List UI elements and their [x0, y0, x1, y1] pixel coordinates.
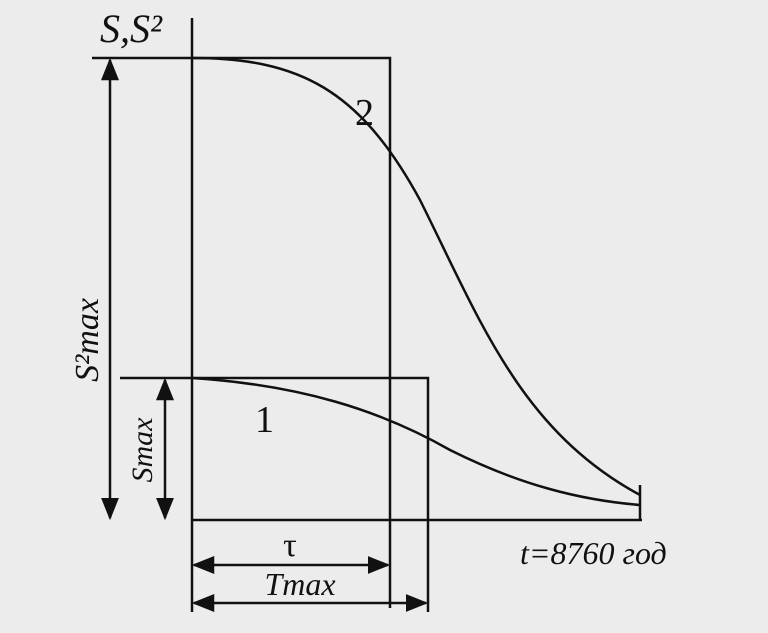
- dimension-label: S²max: [69, 298, 106, 382]
- curve-1: [191, 376, 641, 507]
- smax-rect: [120, 376, 430, 612]
- dimension-label: τ: [283, 527, 297, 564]
- curve-label: 2: [355, 92, 374, 134]
- curve-2: [191, 56, 641, 497]
- dimension-label: Smax: [126, 417, 159, 483]
- s2max-rect: [92, 56, 392, 608]
- y-label: S,S²: [100, 6, 163, 51]
- x-end-label: t=8760 год: [520, 535, 667, 571]
- curve-label: 1: [255, 399, 274, 441]
- dimension-label: Tmax: [264, 566, 335, 602]
